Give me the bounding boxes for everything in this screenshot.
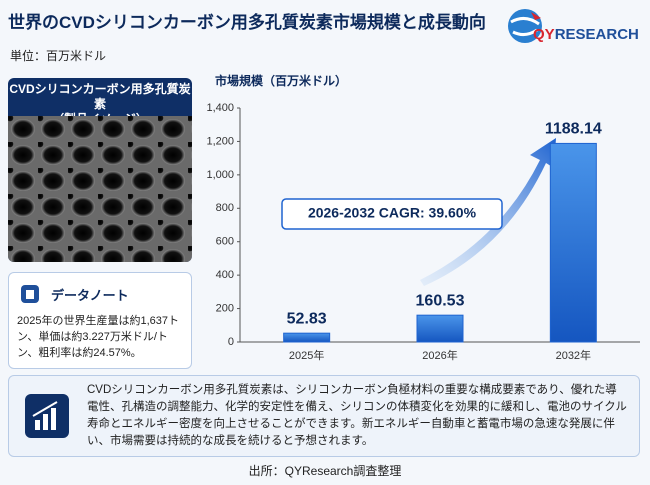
logo-globe (508, 9, 542, 43)
summary-icon (25, 394, 69, 438)
x-tick-label: 2032年 (556, 348, 591, 362)
unit: 単位：百万米ドル (10, 49, 107, 63)
x-tick-label: 2025年 (289, 348, 324, 362)
bar (549, 142, 597, 343)
summary-panel: CVDシリコンカーボン用多孔質炭素は、シリコンカーボン負極材料の重要な構成要素で… (8, 375, 640, 457)
note-title: データノート (51, 288, 129, 303)
y-tick-label: 200 (216, 302, 234, 314)
source: 出所：QYResearch調査整理 (248, 464, 402, 478)
logo: QYRESEARCH (505, 6, 645, 48)
growth-arrow (420, 138, 556, 286)
image-panel: CVDシリコンカーボン用多孔質炭素（製品イメージ） (8, 78, 192, 262)
logo-qy: QY (533, 26, 555, 43)
y-tick-label: 0 (228, 336, 234, 348)
bar (283, 332, 331, 343)
cagr-box (281, 198, 503, 230)
logo-research: RESEARCH (554, 26, 639, 43)
chart-title: 市場規模（百万米ドル） (215, 73, 347, 88)
bar (416, 314, 464, 343)
image-title-text: CVDシリコンカーボン用多孔質炭素 (9, 82, 191, 111)
y-tick-label: 1,000 (206, 169, 234, 181)
product-image (8, 116, 192, 262)
x-tick-label: 2026年 (422, 348, 457, 362)
value-label: 160.53 (416, 292, 465, 309)
value-label: 1188.14 (545, 121, 602, 138)
note-text: 2025年の世界生産量は約1,637トン、単価は約3.227万米ドル/トン、粗利… (17, 315, 179, 359)
data-note: データノート 2025年の世界生産量は約1,637トン、単価は約3.227万米ド… (8, 272, 192, 369)
y-tick-label: 1,400 (206, 102, 234, 114)
y-tick-label: 800 (216, 202, 234, 214)
summary-text: CVDシリコンカーボン用多孔質炭素は、シリコンカーボン負極材料の重要な構成要素で… (87, 384, 627, 447)
y-tick-label: 400 (216, 269, 234, 281)
note-icon (21, 285, 39, 303)
y-tick-label: 600 (216, 236, 234, 248)
cagr-label: 2026-2032 CAGR: 39.60% (308, 205, 477, 221)
value-label: 52.83 (287, 310, 327, 327)
y-tick-label: 1,200 (206, 135, 234, 147)
title: 世界のCVDシリコンカーボン用多孔質炭素市場規模と成長動向 (8, 13, 486, 32)
